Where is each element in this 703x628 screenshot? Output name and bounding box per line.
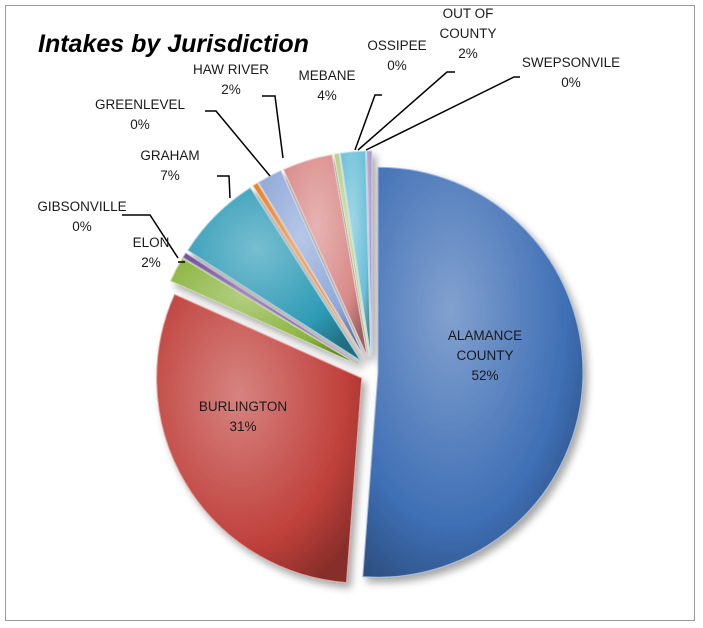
pie-slice-graham [187,187,362,362]
slice-label-graham: GRAHAM 7% [140,148,199,183]
pie-slice-elon [170,257,359,366]
slice-label-greenlevel: GREENLEVEL 0% [95,97,186,132]
slice-label-mebane: MEBANE 4% [298,68,355,103]
pie-slice-alamance-county [362,166,584,578]
pie-slice-greenlevel [252,182,364,359]
slice-label-alamance-county: ALAMANCE COUNTY 52% [448,328,522,383]
pie-slice-mebane [282,154,368,357]
slice-label-out-of-county: OUT OF COUNTY 2% [440,6,497,61]
leader-line-haw-river [262,95,284,159]
slice-label-ossipee: OSSIPEE 0% [367,38,426,73]
slice-label-gibsonville: GIBSONVILLE 0% [37,199,126,234]
pie-slice-gibsonville [182,252,359,364]
leader-line-out-of-county [357,71,455,151]
chart-title: Intakes by Jurisdiction [38,30,309,58]
slice-label-haw-river: HAW RIVER 2% [193,62,269,97]
pie-slice-out-of-county [339,150,372,357]
slice-label-swepsonvile: SWEPSONVILE 0% [522,55,620,90]
slice-label-elon: ELON 2% [133,235,170,270]
leader-line-swepsonvile [365,76,520,151]
leader-line-greenlevel [205,110,271,177]
leader-line-ossipee [354,94,382,151]
slice-label-burlington: BURLINGTON 31% [199,399,287,434]
pie-slice-swepsonvile [366,150,373,357]
leader-line-graham [217,175,231,199]
leader-line-gibsonville [122,214,179,259]
pie-slice-burlington [156,293,363,584]
pie-slice-ossipee [333,152,370,357]
